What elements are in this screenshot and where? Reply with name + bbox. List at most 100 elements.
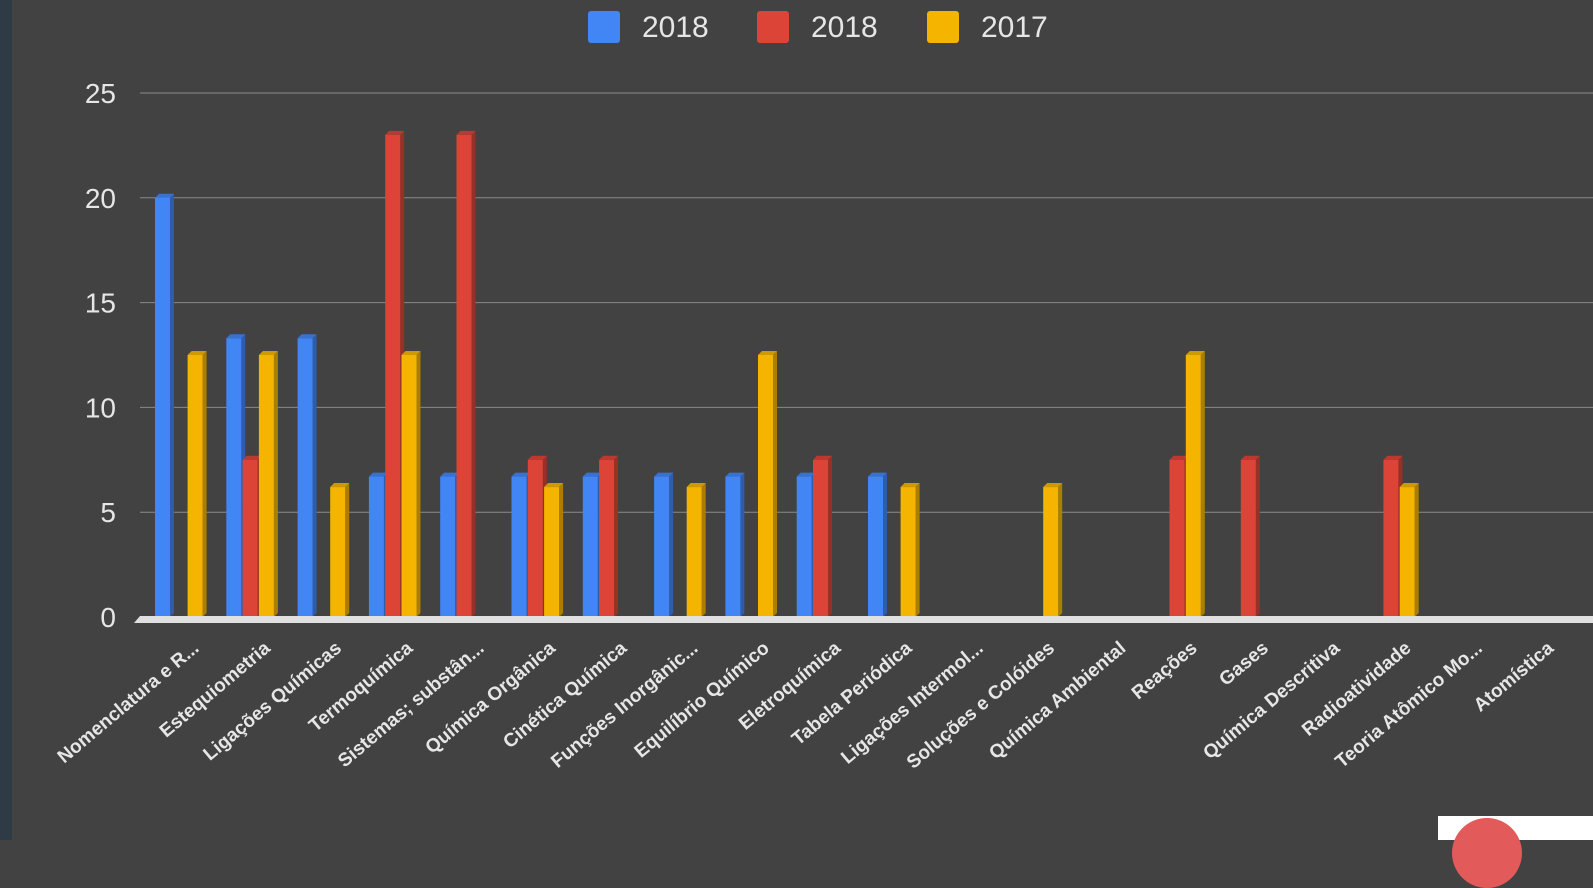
bar-front — [1383, 459, 1399, 617]
bar-front — [401, 355, 417, 617]
bar-side — [614, 455, 619, 617]
bar — [599, 455, 619, 617]
bar — [900, 483, 920, 617]
bar-top — [385, 130, 405, 135]
bar-front — [527, 459, 543, 617]
bar — [511, 472, 531, 617]
bar-top — [527, 455, 547, 460]
baseline-floor — [134, 616, 1593, 623]
legend-item: 2017 — [927, 11, 1048, 44]
bar-front — [440, 476, 456, 617]
bar-front — [758, 355, 773, 617]
bar-top — [1240, 455, 1260, 460]
bar-front — [725, 476, 741, 617]
corner-badge — [1452, 818, 1522, 888]
bar — [1399, 483, 1419, 617]
y-tick-label: 25 — [85, 78, 116, 109]
bar-side — [312, 334, 317, 617]
bar — [297, 334, 317, 617]
bar-top — [758, 351, 777, 355]
legend-item: 2018 — [588, 11, 709, 44]
bar — [686, 483, 706, 617]
legend-swatch — [927, 11, 959, 43]
bar-front — [582, 476, 598, 617]
bar-side — [740, 472, 745, 617]
bar-front — [511, 476, 527, 617]
x-axis-labels: Nomenclatura e R...EstequiometriaLigaçõe… — [54, 637, 1558, 773]
bar-side — [915, 483, 920, 617]
bar-front — [297, 338, 313, 617]
bar — [385, 130, 405, 618]
y-tick-label: 5 — [100, 497, 116, 528]
bar-top — [796, 472, 816, 477]
legend-swatch — [588, 11, 620, 43]
bar — [226, 334, 246, 617]
bar-front — [242, 459, 258, 617]
bar — [582, 472, 602, 617]
bar-side — [1414, 483, 1419, 617]
bar-front — [868, 476, 883, 617]
legend: 2018 2018 2017 — [588, 11, 1048, 44]
bar-top — [868, 472, 887, 477]
bar-side — [1058, 483, 1063, 617]
bar-side — [883, 472, 887, 617]
bar-side — [345, 483, 350, 617]
bar-front — [796, 476, 812, 617]
bar — [544, 483, 564, 617]
x-axis-baseline — [134, 616, 1593, 623]
bar-chart: 2018 2018 2017 0 5 10 15 20 25 Nomenclatura e R… — [54, 11, 1593, 773]
bar-top — [725, 472, 745, 477]
bar-top — [187, 351, 207, 355]
bar-top — [440, 472, 460, 477]
legend-item: 2018 — [757, 11, 878, 44]
left-edge-strip — [0, 0, 12, 840]
bar-top — [242, 455, 262, 460]
bar-top — [511, 472, 531, 477]
bar-front — [368, 476, 384, 617]
bar-front — [599, 459, 615, 617]
x-tick-label: Gases — [1216, 638, 1273, 691]
bar-top — [456, 130, 476, 135]
bar-front — [686, 487, 702, 617]
bar-top — [1399, 483, 1419, 488]
bar-front — [187, 355, 203, 617]
bar — [330, 483, 350, 617]
bar-top — [226, 334, 246, 339]
bar-top — [330, 483, 350, 488]
bars — [155, 130, 1419, 618]
legend-label: 2017 — [981, 11, 1048, 44]
legend-label: 2018 — [642, 11, 709, 44]
x-tick-label: Tabela Periódica — [788, 637, 916, 750]
bar-top — [582, 472, 602, 477]
bar-side — [202, 351, 207, 617]
bar-top — [599, 455, 619, 460]
x-tick-label: Química Descritiva — [1199, 637, 1344, 763]
bar-top — [1185, 351, 1205, 355]
bar-top — [654, 472, 674, 477]
bar-side — [416, 351, 421, 617]
bar — [401, 351, 421, 617]
bar-top — [368, 472, 388, 477]
bar-side — [1200, 351, 1205, 617]
bar-top — [401, 351, 421, 355]
bar-side — [828, 455, 832, 617]
x-tick-label: Atomística — [1470, 637, 1558, 716]
bar — [368, 472, 388, 617]
bar — [258, 351, 278, 617]
bar-top — [1169, 455, 1189, 460]
bar-front — [1240, 459, 1256, 617]
bar-side — [701, 483, 706, 617]
bar-front — [1169, 459, 1185, 617]
bar — [758, 351, 777, 617]
bar — [440, 472, 460, 617]
bar-front — [1185, 355, 1201, 617]
x-tick-label: Nomenclatura e R... — [54, 638, 203, 768]
bar — [1240, 455, 1260, 617]
bar — [456, 130, 476, 618]
bar — [654, 472, 674, 617]
bar-front — [1399, 487, 1415, 617]
bar-side — [170, 193, 174, 618]
x-tick-label: Reações — [1128, 638, 1201, 704]
bar-front — [1043, 487, 1059, 617]
bar-side — [471, 130, 476, 618]
